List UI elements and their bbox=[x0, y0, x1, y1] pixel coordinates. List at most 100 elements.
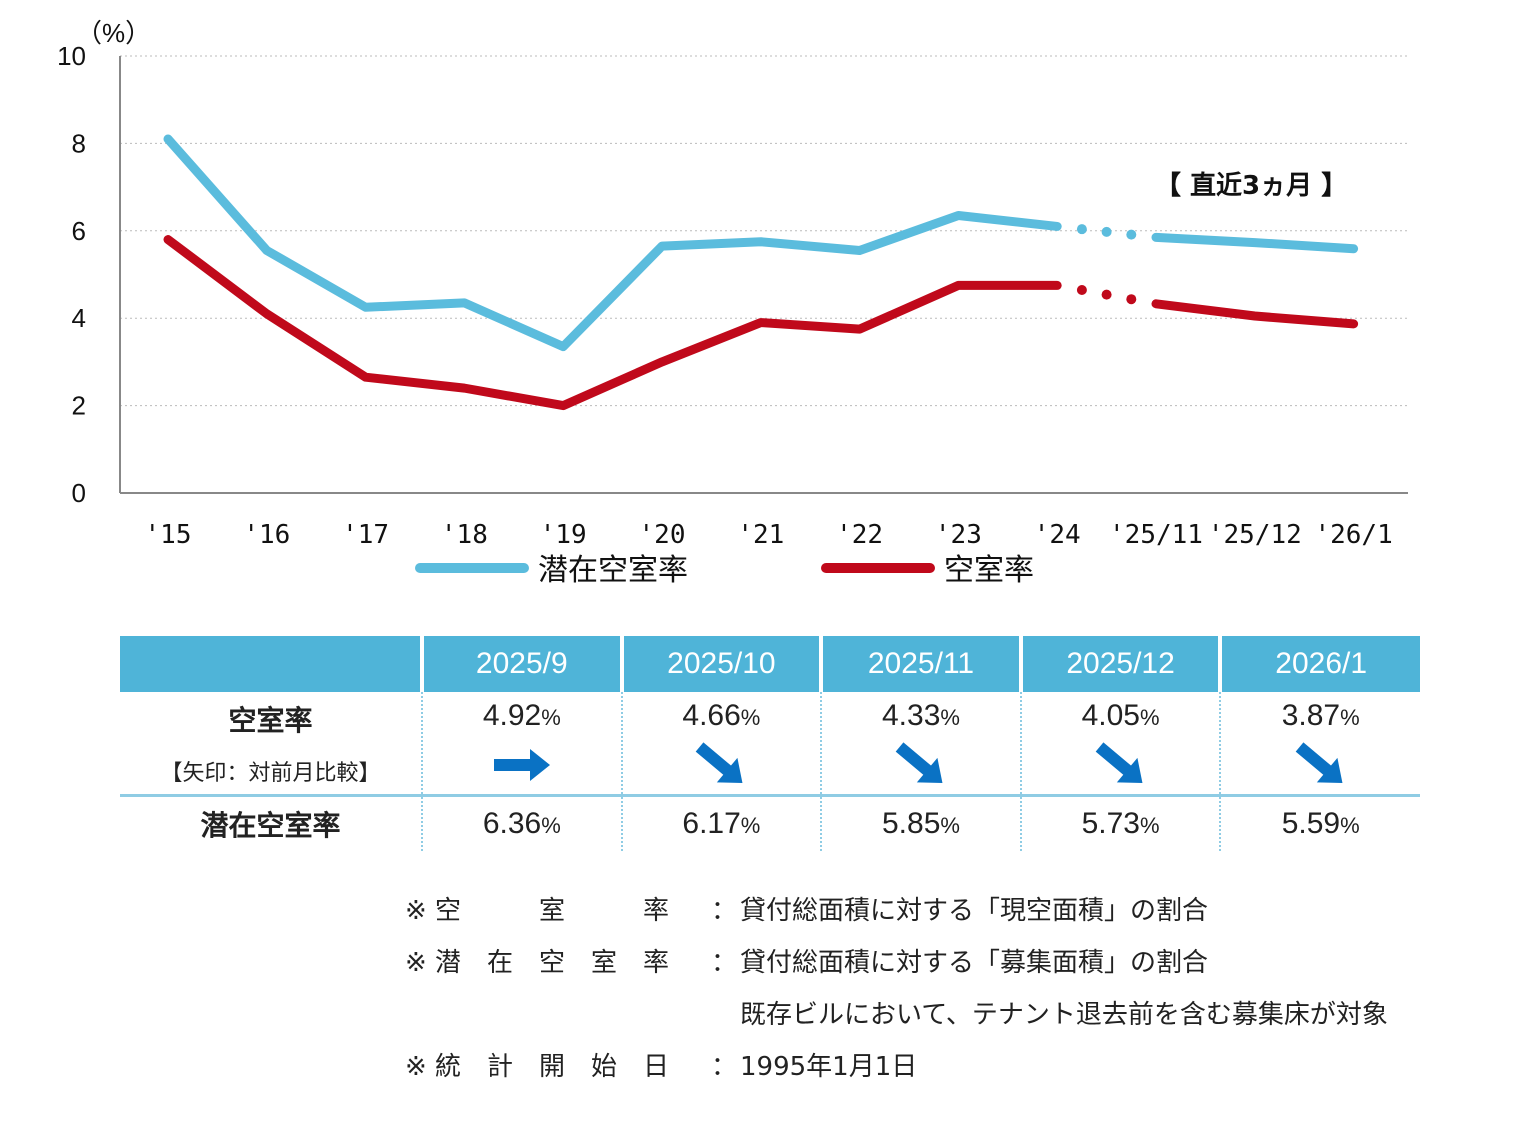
pct-symbol: % bbox=[541, 813, 561, 838]
x-tick-label: '22 bbox=[836, 520, 883, 550]
summary-table: 2025/9 2025/10 2025/11 2025/12 2026/1 空室… bbox=[120, 636, 1420, 851]
arrow-glyph bbox=[1095, 742, 1143, 783]
vacancy-value: 4.92 bbox=[482, 699, 542, 732]
series-line bbox=[163, 235, 1062, 411]
pct-symbol: % bbox=[1139, 705, 1160, 730]
vacancy-cell: 4.92% bbox=[421, 692, 622, 796]
row-title: 空室率 bbox=[228, 705, 313, 736]
y-unit-label: （%） bbox=[76, 18, 151, 48]
recent-3-months-annotation: 【 直近3ヵ月 】 bbox=[1155, 171, 1347, 201]
pct-symbol: % bbox=[1340, 705, 1360, 730]
row-subtitle: 【矢印：対前月比較】 bbox=[160, 760, 381, 785]
footnote-row: ※ 潜 在 空 室 率 ： 貸付総面積に対する「募集面積」の割合 bbox=[405, 942, 1485, 994]
x-tick-label: '19 bbox=[540, 520, 587, 550]
series-bridge-dot bbox=[1101, 289, 1112, 300]
header-cell: 2025/10 bbox=[621, 636, 824, 692]
potential-value: 6.17 bbox=[682, 807, 741, 840]
table-row-vacancy: 空室率 【矢印：対前月比較】 4.92% 4.66% 4.33% 4.05% 3… bbox=[120, 692, 1420, 796]
x-tick-label: '16 bbox=[243, 520, 290, 550]
legend-label: 潜在空室率 bbox=[538, 553, 688, 588]
x-tick-label: '17 bbox=[342, 520, 389, 550]
header-cell: 2025/9 bbox=[422, 636, 624, 692]
axes bbox=[119, 56, 1408, 494]
series-bridge-dot bbox=[1076, 224, 1087, 235]
footnote-text: 1995年1月1日 bbox=[740, 1052, 918, 1082]
arrow-glyph bbox=[696, 742, 743, 783]
potential-cell: 5.73% bbox=[1019, 794, 1221, 851]
footnote-colon: ： bbox=[711, 948, 738, 978]
pct-symbol: % bbox=[940, 705, 960, 730]
row-head-potential: 潜在空室率 bbox=[120, 794, 422, 851]
footnote-text: 既存ビルにおいて、テナント退去前を含む募集床が対象 bbox=[740, 1000, 1388, 1030]
series-bridge-dot bbox=[1126, 294, 1137, 305]
footnote-colon: ： bbox=[711, 1052, 738, 1082]
pct-symbol: % bbox=[740, 705, 761, 730]
series-line-recent bbox=[1151, 299, 1359, 329]
legend-label: 空室率 bbox=[944, 553, 1034, 588]
arrow-glyph bbox=[1295, 742, 1343, 783]
series-lines bbox=[163, 134, 1359, 411]
series-bridge-dot bbox=[1101, 226, 1112, 237]
y-tick-labels: 0 2 4 6 8 10 bbox=[57, 41, 86, 508]
table-row-potential-vacancy: 潜在空室率 6.36% 6.17% 5.85% 5.73% 5.59% bbox=[120, 794, 1420, 851]
x-tick-label: '25/11 bbox=[1109, 520, 1203, 550]
vacancy-cell: 3.87% bbox=[1219, 692, 1420, 796]
row-title: 潜在空室率 bbox=[200, 810, 341, 841]
vacancy-value: 4.05 bbox=[1081, 699, 1140, 732]
footnotes: ※ 空 室 率 ： 貸付総面積に対する「現空面積」の割合 ※ 潜 在 空 室 率… bbox=[405, 890, 1485, 1098]
pct-symbol: % bbox=[1139, 813, 1160, 838]
pct-symbol: % bbox=[740, 813, 761, 838]
footnote-row: 既存ビルにおいて、テナント退去前を含む募集床が対象 bbox=[405, 994, 1485, 1046]
vacancy-cell: 4.05% bbox=[1019, 692, 1221, 796]
trend-arrow-icon bbox=[1022, 741, 1220, 789]
y-tick-label: 10 bbox=[57, 41, 86, 71]
footnote-colon: ： bbox=[711, 896, 738, 926]
pct-symbol: % bbox=[1340, 813, 1360, 838]
footnote-row: ※ 空 室 率 ： 貸付総面積に対する「現空面積」の割合 bbox=[405, 890, 1485, 942]
x-tick-label: '21 bbox=[737, 520, 784, 550]
header-cell: 2025/12 bbox=[1020, 636, 1223, 692]
footnote-row: ※ 統 計 開 始 日 ： 1995年1月1日 bbox=[405, 1046, 1485, 1098]
series-line-recent bbox=[1151, 232, 1359, 254]
x-tick-label: '26/1 bbox=[1314, 520, 1392, 550]
series-bridge-dot bbox=[1126, 229, 1137, 240]
potential-cell: 6.17% bbox=[620, 794, 822, 851]
footnote-key: ※ 空 室 率 bbox=[405, 896, 670, 926]
y-tick-label: 2 bbox=[72, 391, 86, 421]
trend-arrow-icon bbox=[623, 741, 821, 789]
x-tick-label: '20 bbox=[639, 520, 686, 550]
trend-arrow-icon bbox=[822, 741, 1020, 789]
pct-symbol: % bbox=[541, 705, 561, 730]
potential-cell: 5.59% bbox=[1219, 794, 1420, 851]
table-header-row: 2025/9 2025/10 2025/11 2025/12 2026/1 bbox=[120, 636, 1420, 692]
vacancy-value: 4.33 bbox=[882, 699, 941, 732]
trend-arrow-icon bbox=[423, 741, 621, 789]
potential-value: 5.85 bbox=[882, 807, 941, 840]
footnote-text: 貸付総面積に対する「現空面積」の割合 bbox=[740, 896, 1209, 926]
vacancy-value: 4.66 bbox=[682, 699, 741, 732]
footnote-key: ※ 潜 在 空 室 率 bbox=[405, 948, 670, 978]
header-cell: 2025/11 bbox=[821, 636, 1023, 692]
vacancy-cell: 4.33% bbox=[820, 692, 1021, 796]
header-cell: 2026/1 bbox=[1220, 636, 1420, 692]
x-tick-label: '24 bbox=[1034, 520, 1081, 550]
y-tick-label: 8 bbox=[72, 128, 86, 158]
potential-value: 5.73 bbox=[1081, 807, 1140, 840]
y-tick-label: 6 bbox=[72, 216, 86, 246]
pct-symbol: % bbox=[940, 813, 960, 838]
x-tick-label: '23 bbox=[935, 520, 982, 550]
potential-cell: 6.36% bbox=[421, 794, 622, 851]
potential-value: 5.59 bbox=[1281, 807, 1341, 840]
arrow-glyph bbox=[895, 742, 943, 783]
legend: 潜在空室率 空室率 bbox=[415, 553, 1034, 588]
x-tick-label: '18 bbox=[441, 520, 488, 550]
y-tick-label: 4 bbox=[72, 303, 86, 333]
potential-value: 6.36 bbox=[482, 807, 542, 840]
x-tick-label: '25/12 bbox=[1208, 520, 1302, 550]
footnote-text: 貸付総面積に対する「募集面積」の割合 bbox=[740, 948, 1209, 978]
footnote-key: ※ 統 計 開 始 日 bbox=[405, 1052, 670, 1082]
vacancy-cell: 4.66% bbox=[620, 692, 822, 796]
row-head-vacancy: 空室率 【矢印：対前月比較】 bbox=[120, 692, 422, 796]
x-tick-label: '15 bbox=[145, 520, 192, 550]
